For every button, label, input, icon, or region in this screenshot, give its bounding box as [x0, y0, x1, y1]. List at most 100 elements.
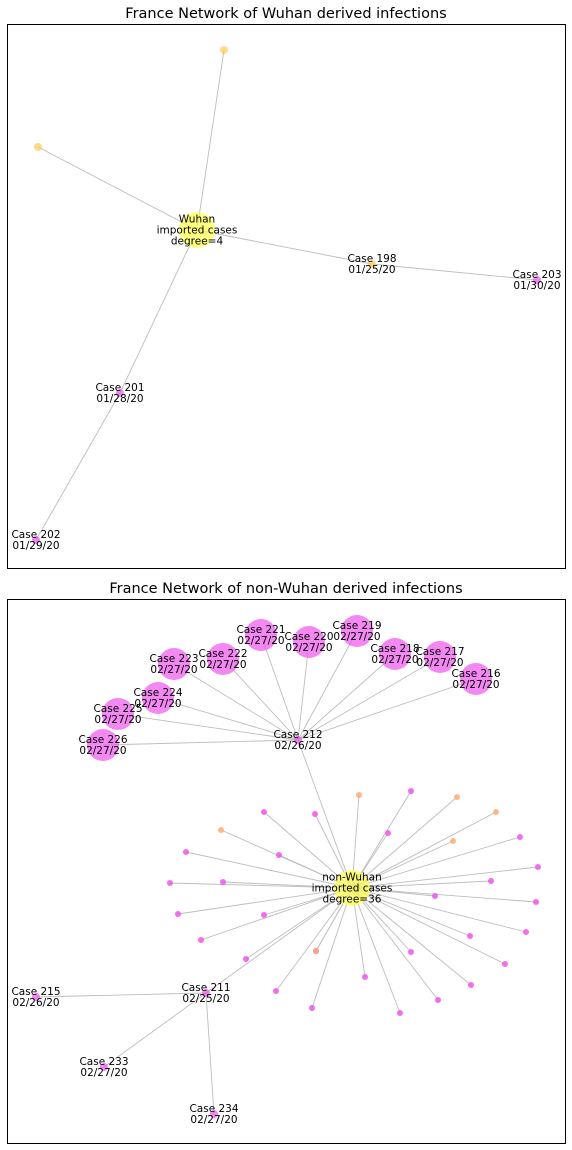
node-p30 [468, 982, 474, 988]
node-c217 [424, 641, 456, 673]
node-p9 [517, 834, 523, 840]
node-label-c202: Case 202 01/29/20 [11, 529, 60, 552]
node-nw_hub [334, 870, 370, 906]
node-label-c226: Case 226 02/27/20 [78, 734, 127, 757]
node-label-line: 02/26/20 [12, 997, 59, 1009]
node-p5 [261, 809, 267, 815]
edge-c212-c223 [173, 663, 299, 741]
wuhan-panel-frame [7, 24, 566, 569]
edge-nw_hub-p16 [351, 880, 492, 889]
node-label-line: Case 224 [133, 687, 182, 699]
edge-c212-c226 [102, 739, 299, 746]
node-c218 [379, 638, 411, 670]
node-c221 [245, 619, 277, 651]
edge-nw_hub-p9 [351, 836, 521, 889]
edge-nw_hub-p5 [263, 811, 353, 889]
node-label-line: Case 203 [512, 269, 561, 281]
edge-nw_hub-p2 [351, 790, 412, 889]
edge-nw_hub-p33 [311, 887, 353, 1009]
edge-c212-c222 [222, 658, 299, 741]
node-p29 [362, 974, 368, 980]
node-label-line: degree=4 [171, 236, 224, 248]
edge-c212-c221 [260, 634, 299, 741]
node-label-line: 02/27/20 [150, 664, 197, 676]
node-label-line: Case 217 [415, 646, 464, 658]
node-p13 [535, 864, 541, 870]
node-label-line: 02/27/20 [190, 1114, 237, 1126]
wuhan-network-panel: France Network of Wuhan derived infectio… [7, 6, 566, 569]
edge-nw_hub-p13 [351, 866, 539, 889]
edge-c212-c216 [297, 678, 477, 741]
edge-c211-c215 [35, 992, 207, 998]
node-label-line: Case 222 [198, 648, 247, 660]
edge-nw_hub-p18 [351, 887, 537, 903]
node-label-line: 02/27/20 [416, 657, 463, 669]
node-label-c203: Case 203 01/30/20 [512, 269, 561, 292]
edge-nw_hub-p8 [351, 840, 454, 889]
edge-nw_hub-p15 [222, 881, 353, 889]
node-p22 [523, 929, 529, 935]
node-p31 [273, 988, 279, 994]
node-label-line: Case 202 [11, 529, 60, 541]
node-p2 [408, 788, 414, 794]
node-label-line: 01/30/20 [513, 280, 560, 292]
node-c211 [202, 989, 210, 997]
node-p20 [261, 912, 267, 918]
node-p18 [533, 899, 539, 905]
node-p7 [385, 830, 391, 836]
edge-nw_hub-p11 [185, 851, 353, 889]
edge-nw_hub-p19 [177, 887, 353, 915]
edge-w_hub-w_top [196, 49, 225, 231]
edge-c198-c203 [371, 263, 538, 281]
node-label-line: degree=36 [323, 894, 382, 906]
node-label-line: Wuhan [179, 214, 215, 226]
edge-c212-c225 [117, 713, 299, 741]
node-label-c225: Case 225 02/27/20 [93, 703, 142, 726]
node-label-line: Case 225 [93, 703, 142, 715]
edge-nw_hub-p30 [351, 887, 472, 986]
node-c233 [100, 1063, 108, 1071]
node-label-line: 02/25/20 [182, 993, 229, 1005]
node-p12 [276, 852, 282, 858]
node-label-line: Case 219 [332, 620, 381, 632]
wuhan-panel-title: France Network of Wuhan derived infectio… [125, 6, 446, 22]
edge-c212-c217 [297, 656, 441, 741]
node-c225 [102, 698, 134, 730]
edge-c211-c233 [103, 992, 207, 1068]
non-wuhan-panel-frame [7, 599, 566, 1144]
node-label-line: Case 226 [78, 734, 127, 746]
edge-nw_hub-p34 [351, 887, 401, 1014]
edge-nw_hub-p22 [351, 887, 527, 933]
node-p28 [313, 948, 319, 954]
node-p8 [450, 838, 456, 844]
node-label-line: 02/27/20 [371, 654, 418, 666]
edge-nw_hub-c211 [205, 887, 353, 994]
node-label-c217: Case 217 02/27/20 [415, 646, 464, 669]
node-c226 [87, 729, 119, 761]
node-label-line: Case 221 [236, 624, 285, 636]
edge-c212-c224 [157, 697, 299, 741]
edge-nw_hub-p32 [351, 887, 439, 1001]
node-label-line: Case 198 [347, 253, 396, 265]
node-p3 [454, 794, 460, 800]
edge-c211-c234 [205, 992, 215, 1115]
node-label-c216: Case 216 02/27/20 [451, 668, 500, 691]
node-p33 [309, 1005, 315, 1011]
node-label-line: non-Wuhan [322, 872, 382, 884]
node-p25 [408, 949, 414, 955]
node-p27 [243, 956, 249, 962]
node-label-line: 02/27/20 [333, 631, 380, 643]
edge-nw_hub-c212 [297, 739, 353, 889]
node-p14 [167, 880, 173, 886]
edge-nw_hub-p26 [351, 887, 506, 965]
node-c215 [32, 993, 40, 1001]
node-label-line: Case 220 [284, 631, 333, 643]
node-p11 [183, 849, 189, 855]
edge-c212-c220 [297, 641, 310, 741]
node-label-c222: Case 222 02/27/20 [198, 648, 247, 671]
edge-c212-c218 [297, 653, 396, 741]
node-label-c233: Case 233 02/27/20 [79, 1056, 128, 1079]
node-p21 [467, 933, 473, 939]
node-label-line: Case 234 [189, 1103, 238, 1115]
